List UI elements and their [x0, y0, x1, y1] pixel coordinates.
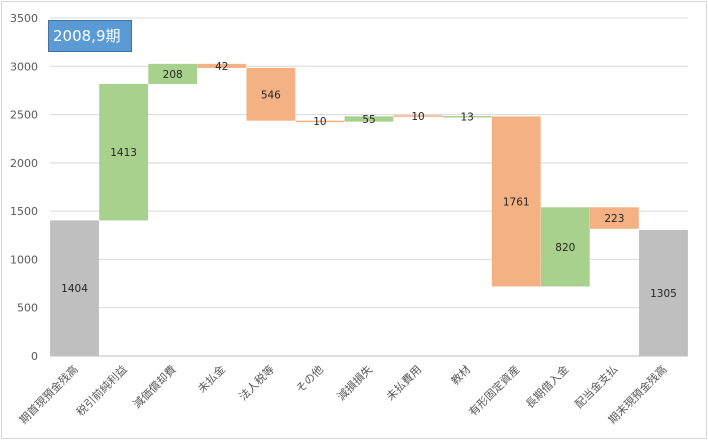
x-category-label: 減損損失 [334, 362, 375, 403]
bar-value-label: 223 [604, 213, 624, 225]
bar-decrease [197, 63, 247, 68]
bar-value-label: 10 [411, 111, 424, 123]
bar-total [50, 220, 99, 356]
bar-value-label: 10 [313, 116, 326, 128]
bar-increase [344, 116, 394, 122]
x-category-label: 税引前純利益 [73, 362, 130, 419]
bar-increase [148, 63, 198, 84]
gridlines [50, 17, 688, 357]
bar-decrease [246, 67, 296, 121]
chart-title: 2008,9期 [48, 20, 132, 52]
y-tick-label: 2500 [10, 109, 38, 122]
y-tick-label: 0 [31, 350, 38, 363]
bars [50, 63, 688, 356]
x-category-label: 減価償却費 [130, 362, 179, 411]
bar-value-label: 55 [362, 114, 375, 126]
y-tick-label: 3000 [10, 60, 38, 73]
x-category-label: 法人税等 [236, 362, 277, 403]
bar-increase [442, 116, 492, 118]
x-category-label: 教材 [448, 362, 473, 387]
bar-value-label: 1404 [61, 283, 88, 295]
x-category-label: 長期借入金 [523, 362, 572, 411]
bar-increase [540, 207, 590, 287]
x-category-label: 有形固定資産 [466, 362, 523, 419]
bar-increase [99, 83, 149, 221]
bar-value-label: 820 [555, 242, 575, 254]
x-category-label: 未払金 [195, 362, 228, 395]
bar-value-label: 546 [261, 89, 281, 101]
x-category-label: 配当金支払 [572, 362, 621, 411]
bar-decrease [295, 120, 345, 123]
y-axis-tick-labels: 0 500 1000 1500 2000 2500 3000 3500 [10, 12, 38, 363]
y-tick-label: 1500 [10, 205, 38, 218]
x-category-label: 未払費用 [383, 362, 424, 403]
bar-value-label: 1413 [110, 147, 137, 159]
x-category-label: その他 [294, 363, 327, 396]
y-tick-label: 3500 [10, 12, 38, 25]
bar-value-label: 42 [215, 61, 228, 73]
y-tick-label: 1000 [10, 253, 38, 266]
bar-total [639, 229, 688, 356]
bar-value-labels: 1404 1413 208 42 546 10 55 10 13 1761 820 223 1305 [61, 61, 677, 300]
bar-value-label: 13 [460, 112, 473, 124]
bar-decrease [393, 115, 443, 117]
bar-value-label: 208 [163, 69, 183, 81]
x-category-label: 期首現預金残高 [16, 362, 80, 426]
y-tick-label: 500 [17, 302, 38, 315]
y-tick-label: 2000 [10, 157, 38, 170]
bar-value-label: 1761 [503, 196, 530, 208]
bar-decrease [491, 116, 541, 287]
bar-decrease [589, 207, 639, 229]
bar-value-label: 1305 [650, 288, 677, 300]
